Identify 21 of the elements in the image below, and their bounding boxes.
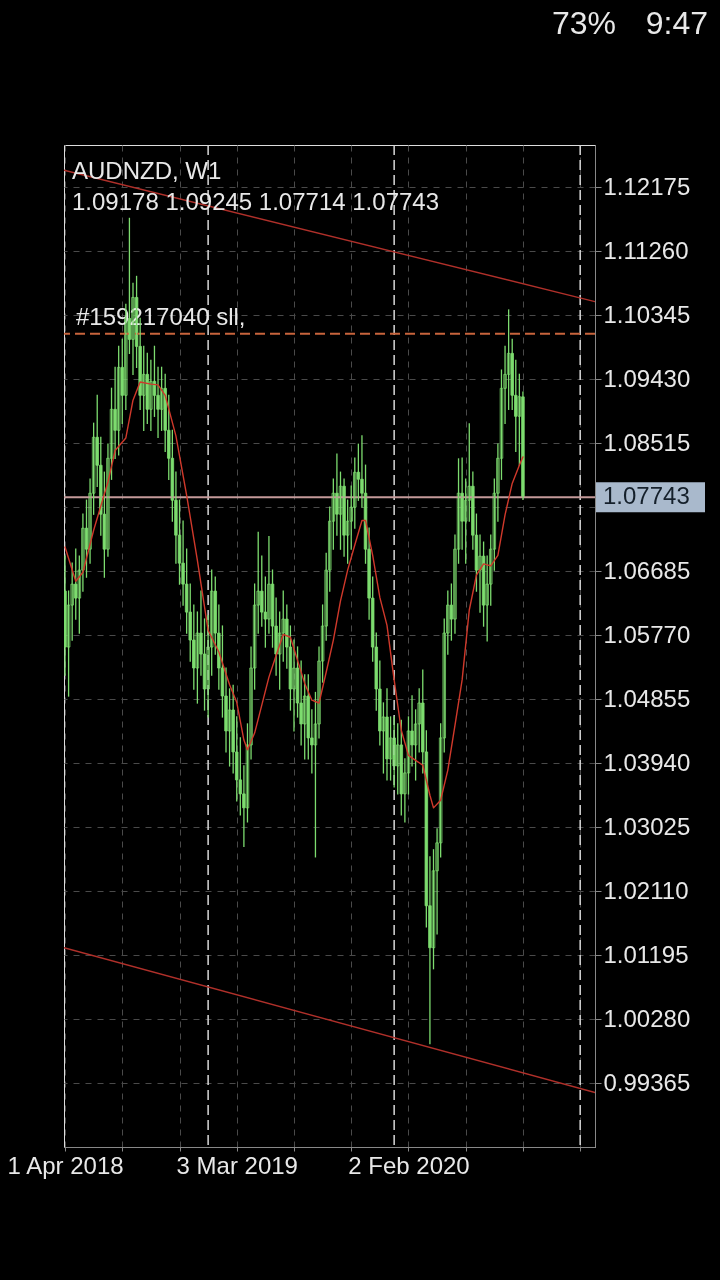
y-tick-label: 1.01195 xyxy=(603,940,689,968)
y-tick-label: 1.11260 xyxy=(603,236,689,264)
text: 9:47 xyxy=(645,5,708,41)
x-tick-label: 2 Feb 2020 xyxy=(348,1151,470,1179)
y-tick-label: 1.03940 xyxy=(603,748,691,776)
text: 73% xyxy=(551,5,616,41)
y-tick-label: 1.10345 xyxy=(603,300,691,328)
y-tick-label: 1.06685 xyxy=(603,556,691,584)
y-tick-label: 1.04855 xyxy=(603,684,691,712)
y-tick-label: 1.08515 xyxy=(603,428,691,456)
y-tick-label: 1.05770 xyxy=(603,620,691,648)
y-tick-label: 1.09430 xyxy=(603,364,691,392)
y-tick-label: 1.00280 xyxy=(603,1004,691,1032)
y-tick-label: 1.12175 xyxy=(603,172,691,200)
x-tick-label: 1 Apr 2018 xyxy=(7,1151,124,1179)
y-tick-label: 1.02110 xyxy=(603,876,689,904)
text: AUDNZD, W1 xyxy=(72,157,222,184)
ref-line-label: 1.07743 xyxy=(603,482,690,510)
x-tick-label: 3 Mar 2019 xyxy=(176,1151,298,1179)
y-tick-label: 1.03025 xyxy=(603,812,691,840)
y-tick-label: 0.99365 xyxy=(603,1068,691,1096)
